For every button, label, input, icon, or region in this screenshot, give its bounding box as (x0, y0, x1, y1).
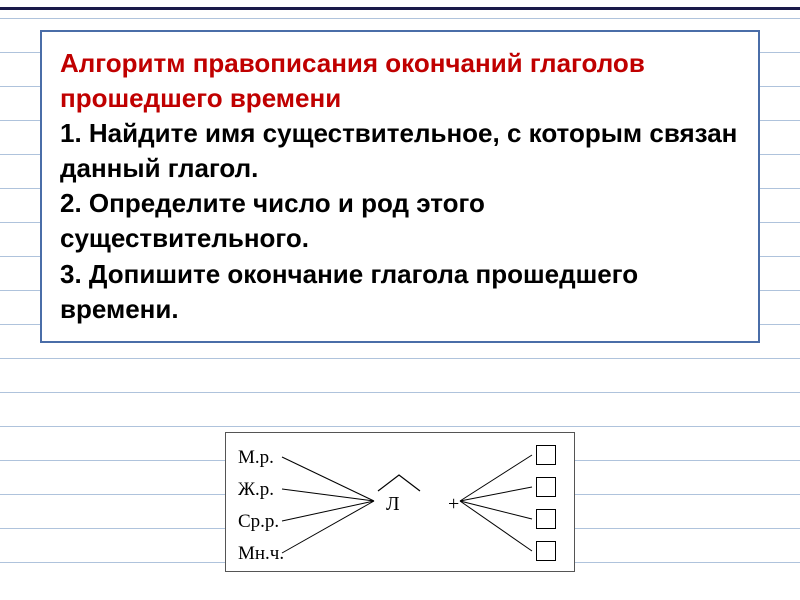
ending-box-2 (536, 477, 556, 497)
diagram-connector-lines (226, 433, 576, 573)
step-2-text: 2. Определите число и род этого существи… (60, 188, 485, 253)
step-3-text: 3. Допишите окончание глагола прошедшего… (60, 259, 638, 324)
step-2: 2. Определите число и род этого существи… (60, 188, 485, 253)
algorithm-title: Алгоритм правописания окончаний глаголов… (60, 48, 645, 113)
step-1-text: 1. Найдите имя существительное, с которы… (60, 118, 737, 183)
ending-box-1 (536, 445, 556, 465)
plus-symbol: + (448, 493, 459, 516)
step-1: 1. Найдите имя существительное, с которы… (60, 118, 737, 183)
gender-diagram-box: М.р. Ж.р. Ср.р. Мн.ч. Л + (225, 432, 575, 572)
center-letter-L: Л (386, 493, 400, 516)
caret-over-L-icon (374, 473, 424, 493)
step-3: 3. Допишите окончание глагола прошедшего… (60, 259, 638, 324)
top-border-bar (0, 0, 800, 10)
ending-box-3 (536, 509, 556, 529)
algorithm-text-box: Алгоритм правописания окончаний глаголов… (40, 30, 760, 343)
title-text: Алгоритм правописания окончаний глаголов… (60, 48, 645, 113)
ending-box-4 (536, 541, 556, 561)
